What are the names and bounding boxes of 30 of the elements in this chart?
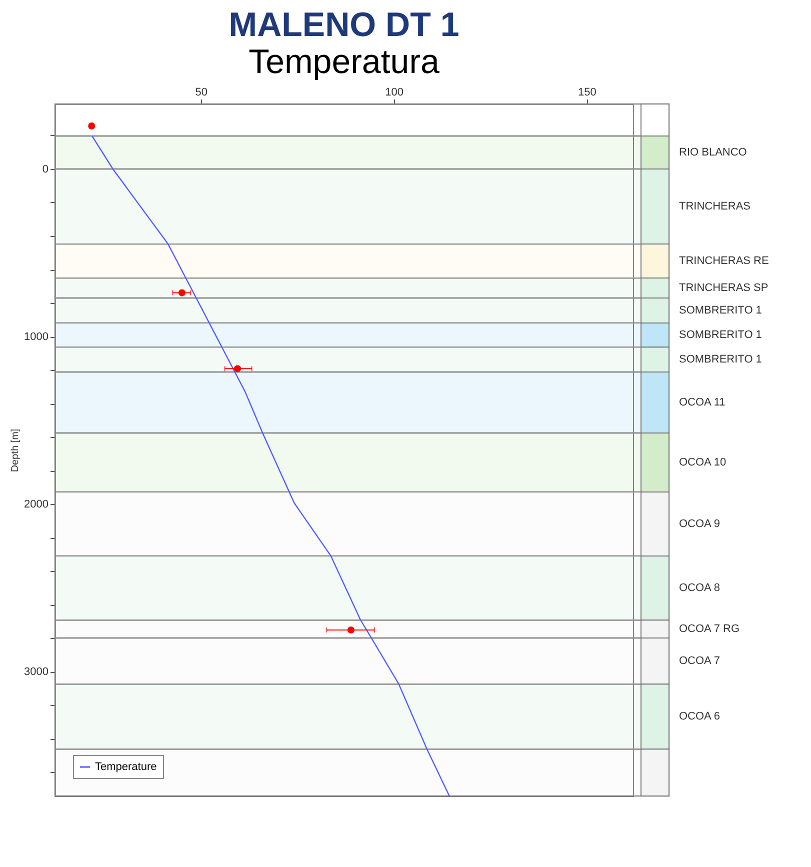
y-tick-label: 3000	[24, 666, 48, 678]
y-tick-label: 2000	[24, 498, 48, 511]
chart-subtitle: Temperatura	[248, 43, 440, 81]
band-label: SOMBRERITO 1	[679, 329, 762, 341]
band-label: TRINCHERAS	[679, 200, 751, 213]
y-tick-label: 1000	[24, 331, 48, 344]
point	[88, 122, 96, 130]
x-tick-label: 100	[385, 86, 404, 98]
band-label: SOMBRERITO 1	[679, 354, 762, 366]
band-label: OCOA 7	[679, 655, 720, 668]
point	[234, 365, 242, 372]
band-label: RIO BLANCO	[679, 146, 748, 158]
x-tick-label: 50	[195, 86, 208, 98]
band-label: TRINCHERAS SP	[679, 282, 768, 294]
chart-title: MALENO DT 1	[228, 6, 460, 44]
band-label: SOMBRERITO 1	[679, 304, 762, 316]
band-label: OCOA 6	[679, 710, 720, 723]
x-tick-label: 150	[578, 86, 596, 98]
point	[178, 289, 186, 296]
line-series	[91, 135, 450, 797]
band-label: OCOA 7 RG	[679, 623, 740, 636]
y-tick-label: 0	[42, 163, 48, 176]
band-label: OCOA 8	[679, 582, 720, 594]
legend-label: Temperature	[95, 761, 157, 773]
point	[347, 626, 354, 634]
band-label: OCOA 11	[679, 396, 726, 409]
band-label: OCOA 9	[679, 518, 720, 530]
band-label: TRINCHERAS RE	[679, 255, 769, 268]
y-axis-title: Depth [m]	[10, 428, 22, 472]
band-label: OCOA 10	[679, 456, 726, 468]
